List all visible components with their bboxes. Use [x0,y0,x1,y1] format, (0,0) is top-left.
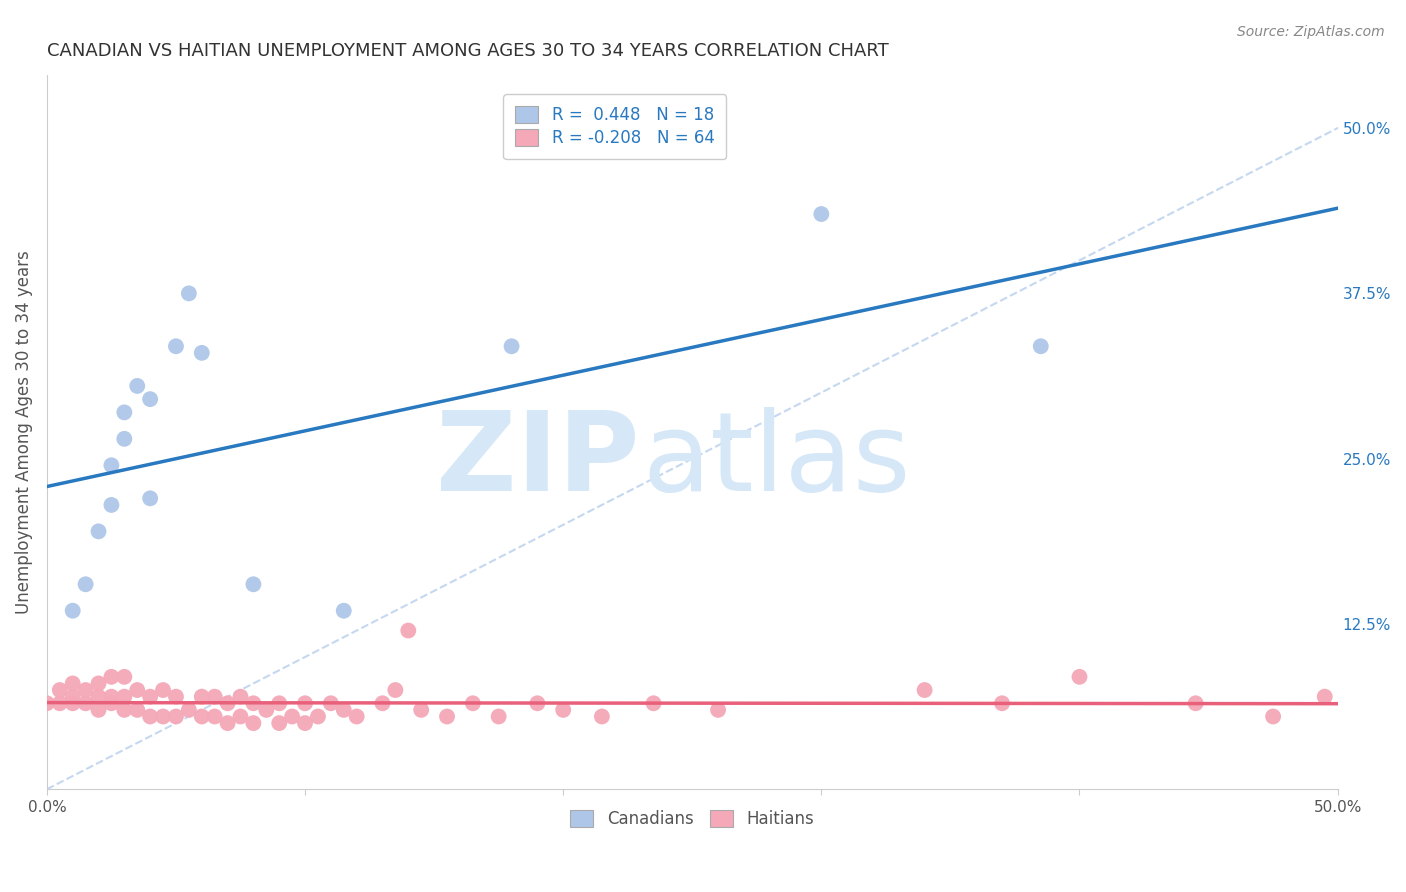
Point [436,709,458,723]
Point [191,690,214,704]
Point [152,683,174,698]
Point [217,696,239,710]
Point [139,709,162,723]
Point [229,690,252,704]
Point [100,670,122,684]
Text: Source: ZipAtlas.com: Source: ZipAtlas.com [1237,25,1385,39]
Point [553,703,575,717]
Point [49,696,72,710]
Point [591,709,613,723]
Point [112,670,135,684]
Point [488,709,510,723]
Text: CANADIAN VS HAITIAN UNEMPLOYMENT AMONG AGES 30 TO 34 YEARS CORRELATION CHART: CANADIAN VS HAITIAN UNEMPLOYMENT AMONG A… [46,42,889,60]
Point [1069,670,1091,684]
Point [1029,339,1052,353]
Point [281,709,304,723]
Point [229,709,252,723]
Point [294,696,316,710]
Point [319,696,342,710]
Point [127,379,149,393]
Point [139,392,162,406]
Point [112,405,135,419]
Point [75,577,97,591]
Point [62,604,84,618]
Point [269,696,291,710]
Point [332,604,354,618]
Point [1261,709,1284,723]
Point [87,524,110,539]
Point [294,716,316,731]
Point [75,683,97,698]
Point [62,676,84,690]
Point [371,696,394,710]
Point [112,432,135,446]
Point [191,709,214,723]
Point [526,696,548,710]
Point [242,577,264,591]
Point [62,696,84,710]
Point [242,696,264,710]
Point [204,690,226,704]
Point [254,703,277,717]
Point [112,703,135,717]
Point [707,703,730,717]
Point [242,716,264,731]
Point [127,683,149,698]
Point [152,709,174,723]
Point [87,703,110,717]
Point [49,683,72,698]
Point [177,286,200,301]
Point [384,683,406,698]
Point [62,690,84,704]
Point [165,709,187,723]
Point [165,690,187,704]
Point [87,676,110,690]
Point [35,696,58,710]
Point [346,709,368,723]
Point [112,690,135,704]
Point [100,696,122,710]
Text: atlas: atlas [643,408,911,515]
Legend: Canadians, Haitians: Canadians, Haitians [564,803,821,834]
Point [100,498,122,512]
Point [139,690,162,704]
Point [127,703,149,717]
Point [75,696,97,710]
Point [87,690,110,704]
Point [217,716,239,731]
Point [307,709,329,723]
Point [165,339,187,353]
Point [810,207,832,221]
Point [191,346,214,360]
Point [1313,690,1336,704]
Point [100,690,122,704]
Point [501,339,523,353]
Point [139,491,162,506]
Y-axis label: Unemployment Among Ages 30 to 34 years: Unemployment Among Ages 30 to 34 years [15,251,32,614]
Point [204,709,226,723]
Point [177,703,200,717]
Point [1184,696,1206,710]
Point [396,624,419,638]
Point [411,703,433,717]
Text: ZIP: ZIP [436,408,640,515]
Point [332,703,354,717]
Point [269,716,291,731]
Point [914,683,936,698]
Point [461,696,484,710]
Point [643,696,665,710]
Point [991,696,1014,710]
Point [100,458,122,473]
